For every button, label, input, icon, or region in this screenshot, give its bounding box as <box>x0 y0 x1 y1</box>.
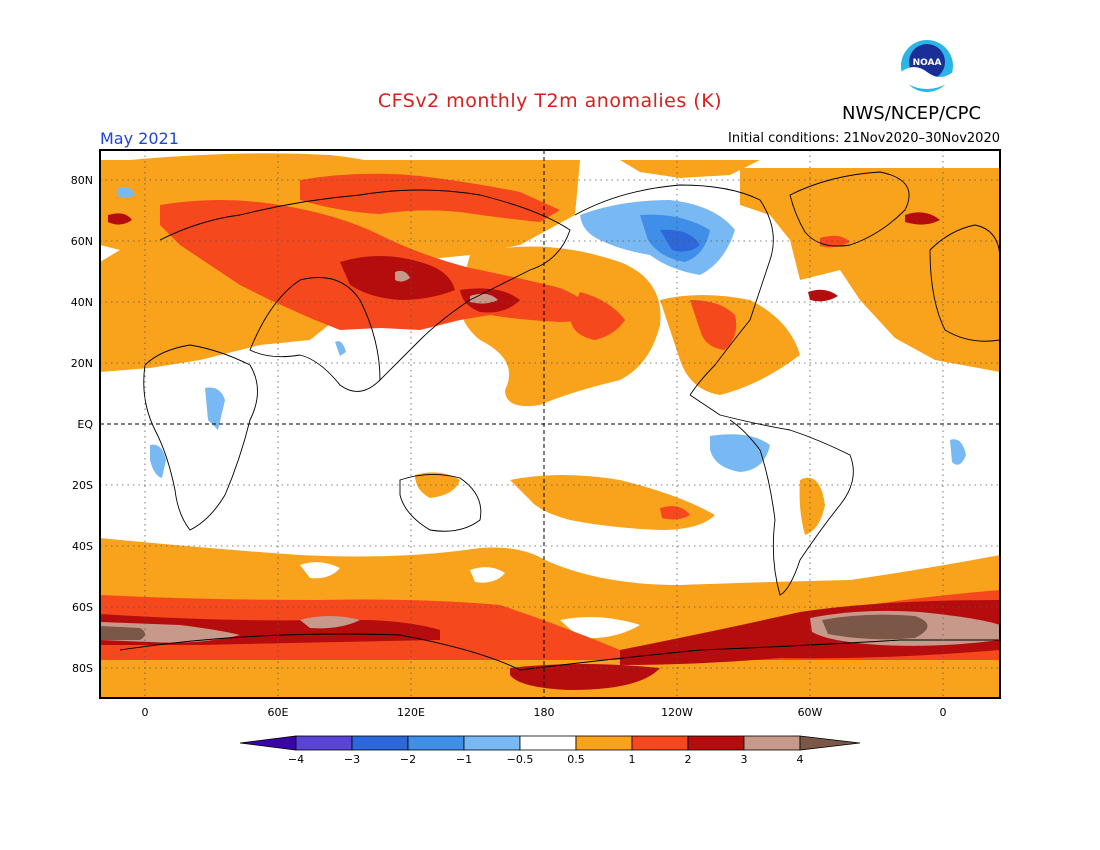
lat-tick-label: 60N <box>71 235 93 248</box>
lat-tick-label: 40N <box>71 296 93 309</box>
colorbar-tick-label: −0.5 <box>507 753 534 766</box>
map-frame <box>99 149 1001 699</box>
lon-tick-label: 120W <box>661 706 693 719</box>
colorbar-swatch <box>687 735 745 751</box>
colorbar-tick-label: 4 <box>797 753 804 766</box>
colorbar-swatch <box>463 735 521 751</box>
equator-dateline <box>100 150 1000 698</box>
colorbar <box>239 735 861 751</box>
colorbar-tick-label: 3 <box>741 753 748 766</box>
lat-axis: 80N 60N 40N 20N EQ 20S 40S 60S 80S <box>71 174 94 675</box>
lat-tick-label: 80S <box>72 662 93 675</box>
lon-tick-label: 60E <box>268 706 289 719</box>
lat-tick-label: EQ <box>77 418 93 431</box>
colorbar-tick-label: 0.5 <box>567 753 585 766</box>
colorbar-arrow-high <box>799 735 861 751</box>
colorbar-swatch <box>575 735 633 751</box>
colorbar-swatch <box>351 735 409 751</box>
colorbar-swatch <box>743 735 801 751</box>
colorbar-swatch <box>407 735 465 751</box>
initial-conditions-label: Initial conditions: 21Nov2020–30Nov2020 <box>728 131 1000 146</box>
graticule <box>100 150 1000 698</box>
noaa-logo: NOAA <box>901 40 953 92</box>
lat-tick-label: 20S <box>72 479 93 492</box>
lon-tick-label: 180 <box>534 706 555 719</box>
colorbar-tick-label: −3 <box>344 753 360 766</box>
lon-tick-label: 60W <box>798 706 823 719</box>
colorbar-tick-label: 1 <box>629 753 636 766</box>
colorbar-ticks: −4 −3 −2 −1 −0.5 0.5 1 2 3 4 <box>288 753 804 766</box>
noaa-logo-text: NOAA <box>913 58 942 68</box>
colorbar-tick-label: 2 <box>685 753 692 766</box>
chart-title: CFSv2 monthly T2m anomalies (K) <box>377 90 723 112</box>
colorbar-swatch <box>631 735 689 751</box>
lon-tick-label: 0 <box>940 706 947 719</box>
lat-tick-label: 40S <box>72 540 93 553</box>
lat-tick-label: 80N <box>71 174 93 187</box>
lon-tick-label: 120E <box>397 706 425 719</box>
forecast-month-label: May 2021 <box>100 129 179 148</box>
colorbar-swatch <box>519 735 577 751</box>
colorbar-tick-label: −4 <box>288 753 304 766</box>
agency-label: NWS/NCEP/CPC <box>842 103 982 124</box>
colorbar-arrow-low <box>239 735 297 751</box>
lat-tick-label: 20N <box>71 357 93 370</box>
lon-axis: 0 60E 120E 180 120W 60W 0 <box>142 706 947 719</box>
colorbar-tick-label: −1 <box>456 753 472 766</box>
colorbar-swatch <box>295 735 353 751</box>
colorbar-tick-label: −2 <box>400 753 416 766</box>
lat-tick-label: 60S <box>72 601 93 614</box>
lon-tick-label: 0 <box>142 706 149 719</box>
